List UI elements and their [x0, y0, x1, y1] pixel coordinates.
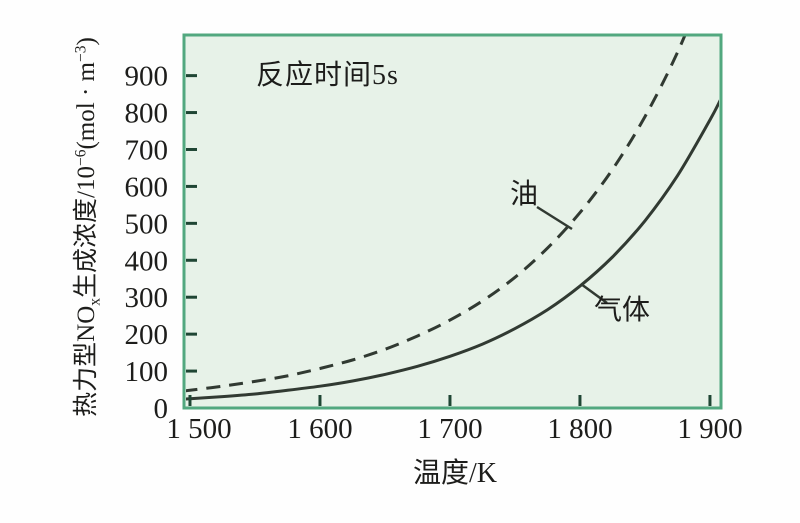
x-axis-title: 温度/K	[412, 458, 497, 489]
y-title-part: 热力型NO	[73, 305, 100, 417]
y-tick-label: 600	[125, 171, 169, 203]
y-tick-label: 200	[125, 319, 169, 351]
plot-border	[182, 33, 723, 410]
y-axis-title: 热力型NOx生成浓度/10−6(mol · m−3)	[72, 11, 104, 443]
oil-leader-line	[536, 205, 573, 231]
x-tick-label: 1 900	[677, 413, 742, 445]
series-label-gas: 气体	[594, 295, 651, 326]
y-title-part: )	[73, 37, 100, 46]
y-title-part: (mol · m	[73, 62, 100, 150]
y-title-superscript: −6	[72, 149, 90, 167]
x-tick-label: 1 600	[287, 413, 352, 445]
y-tick-label: 800	[125, 98, 169, 130]
x-tick-label: 1 800	[547, 413, 612, 445]
curves-group	[186, 36, 719, 401]
x-tick-labels: 1 500 1 600 1 700 1 800 1 900	[166, 413, 742, 445]
x-tick-label: 1 500	[166, 413, 231, 445]
curve-oil-dashed	[186, 36, 687, 393]
annotation-reaction-time: 反应时间5s	[256, 60, 399, 91]
y-tick-labels: 0 100 200 300 400 500 600 700 800 900	[125, 61, 169, 425]
y-tick-label: 300	[125, 282, 169, 314]
y-tick-label: 900	[125, 61, 169, 93]
y-title-subscript: x	[86, 297, 104, 306]
x-tick-label: 1 700	[417, 413, 482, 445]
gas-leader-line	[580, 282, 608, 305]
label-leader-lines	[536, 205, 608, 305]
y-tick-label: 400	[125, 245, 169, 277]
plot-area	[184, 35, 721, 408]
y-tick-label: 0	[154, 393, 169, 425]
series-label-oil: 油	[510, 179, 539, 210]
y-title-part: 生成浓度/10	[73, 166, 100, 298]
y-tick-label: 700	[125, 134, 169, 166]
curve-gas-solid	[186, 99, 719, 401]
y-title-superscript: −3	[72, 45, 90, 63]
y-tick-label: 500	[125, 208, 169, 240]
axis-ticks	[186, 74, 712, 406]
y-tick-label: 100	[125, 356, 169, 388]
